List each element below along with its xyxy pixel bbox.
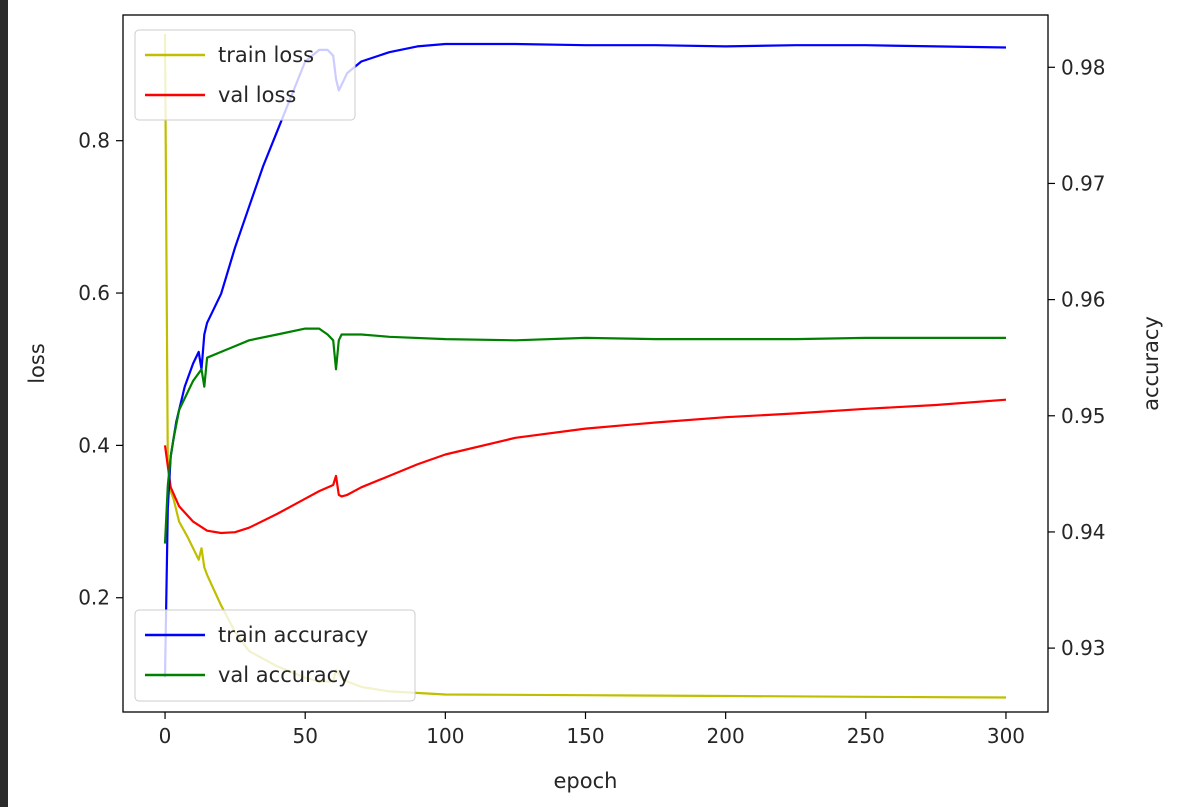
x-axis-label: epoch <box>554 769 618 793</box>
series-layer <box>163 33 1007 699</box>
x-axis: 0 50 100 150 200 250 300 <box>159 712 1025 748</box>
legend-label-train-accuracy: train accuracy <box>218 623 368 647</box>
right-y-tick-label: 0.94 <box>1061 520 1106 544</box>
series-line-val-accuracy <box>163 327 1006 544</box>
x-tick-label: 300 <box>987 724 1025 748</box>
legend-label-val-loss: val loss <box>218 83 296 107</box>
left-y-axis: 0.2 0.4 0.6 0.8 <box>78 129 123 610</box>
right-y-tick-label: 0.93 <box>1061 636 1106 660</box>
right-y-tick-label: 0.95 <box>1061 404 1106 428</box>
right-y-tick-label: 0.96 <box>1061 288 1106 312</box>
x-tick-label: 50 <box>292 724 317 748</box>
x-tick-label: 200 <box>707 724 745 748</box>
left-y-tick-label: 0.4 <box>78 433 110 457</box>
left-y-tick-label: 0.6 <box>78 281 110 305</box>
right-y-axis: 0.93 0.94 0.95 0.96 0.97 0.98 <box>1048 55 1106 660</box>
left-y-tick-label: 0.8 <box>78 129 110 153</box>
series-line-train-accuracy <box>163 42 1007 678</box>
dual-axis-line-chart: 0 50 100 150 200 250 300 0.2 0.4 0.6 0.8 0.93 0.94… <box>25 14 1163 793</box>
figure: 0 50 100 150 200 250 300 0.2 0.4 0.6 0.8 0.93 0.94… <box>8 0 1183 807</box>
legend-loss: train loss val loss <box>134 29 356 121</box>
left-y-tick-label: 0.2 <box>78 586 110 610</box>
x-tick-label: 250 <box>847 724 885 748</box>
right-y-tick-label: 0.97 <box>1061 171 1106 195</box>
legend-accuracy: train accuracy val accuracy <box>134 609 416 702</box>
series-line-val-loss <box>163 398 1007 535</box>
left-y-axis-label: loss <box>25 343 49 384</box>
legend-label-train-loss: train loss <box>218 43 314 67</box>
x-tick-label: 0 <box>159 724 172 748</box>
x-tick-label: 100 <box>426 724 464 748</box>
x-tick-label: 150 <box>566 724 604 748</box>
legend-label-val-accuracy: val accuracy <box>218 663 351 687</box>
right-y-axis-label: accuracy <box>1139 316 1163 411</box>
series-line-train-loss <box>163 33 1007 699</box>
right-y-tick-label: 0.98 <box>1061 55 1106 79</box>
